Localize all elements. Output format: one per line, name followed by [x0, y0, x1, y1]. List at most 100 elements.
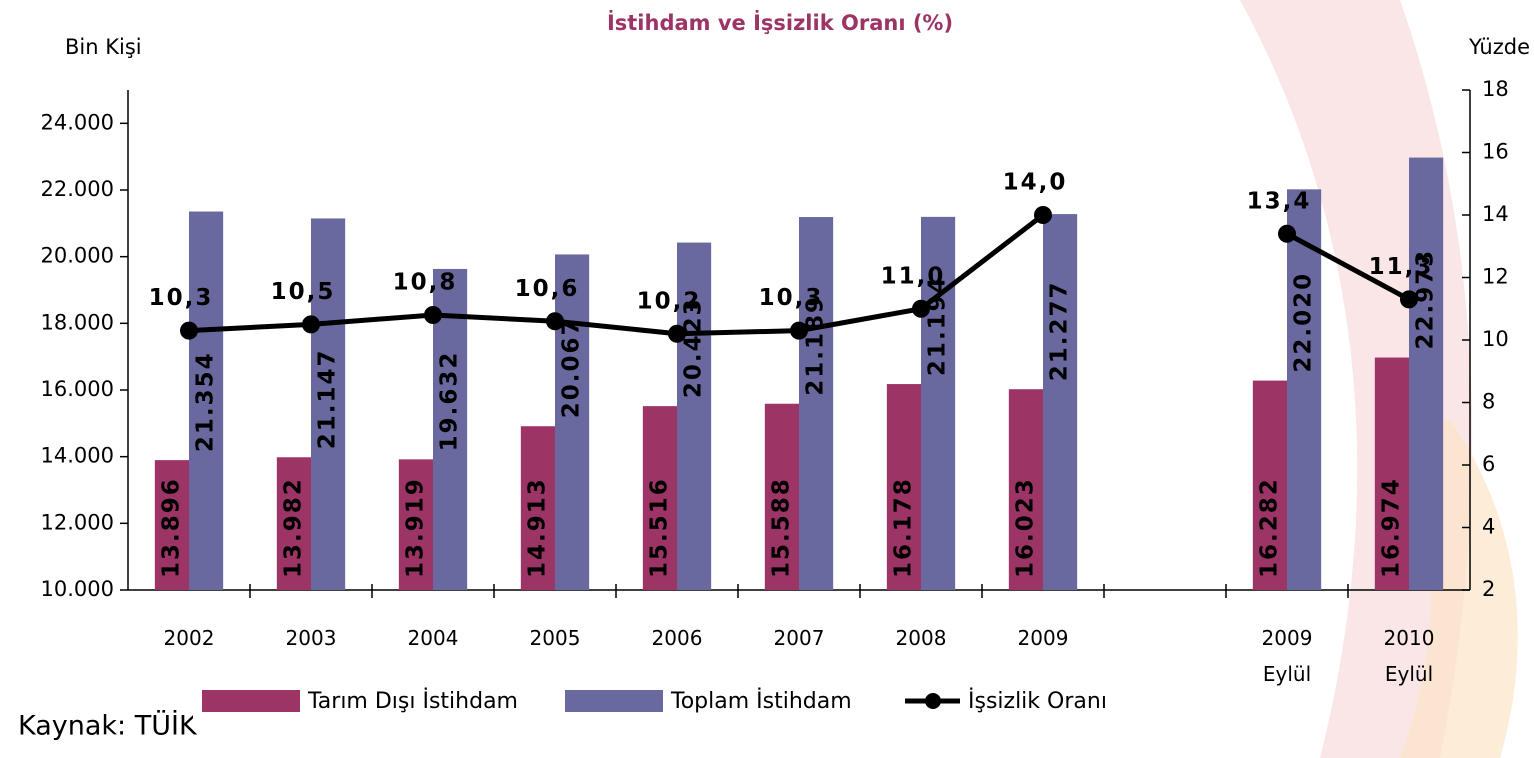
y2-tick-label: 4 [1482, 515, 1495, 539]
y2-tick-label: 10 [1482, 327, 1509, 351]
x-tick-label: 2010 Eylül [1383, 626, 1435, 686]
bar-value-label: 19.632 [437, 351, 463, 452]
bar [520, 426, 555, 590]
line-value-label: 10,3 [759, 285, 824, 311]
bar-value-label: 13.919 [402, 477, 428, 578]
line-point [424, 306, 442, 324]
y2-tick-label: 2 [1482, 577, 1495, 601]
bar-value-label: 16.023 [1012, 477, 1038, 578]
bar-value-label: 15.588 [768, 477, 794, 578]
line-value-label: 11,3 [1369, 254, 1434, 280]
bar [1043, 214, 1078, 590]
bar-value-label: 16.178 [890, 477, 916, 578]
bar [1287, 189, 1322, 591]
bar-value-label: 20.067 [559, 317, 585, 418]
bar-value-label: 13.982 [280, 477, 306, 578]
y2-tick-label: 8 [1482, 390, 1495, 414]
x-tick-label: 2004 [407, 626, 459, 650]
bar [311, 218, 346, 590]
line-value-label: 10,2 [637, 288, 702, 314]
y2-tick-label: 16 [1482, 140, 1509, 164]
x-tick-label: 2002 [163, 626, 215, 650]
y-tick-label: 10.000 [41, 577, 114, 601]
bar [642, 406, 677, 590]
chart-title: İstihdam ve İşsizlik Oranı (%) [607, 10, 953, 35]
bar [154, 460, 189, 590]
bar [276, 457, 311, 590]
y2-tick-label: 18 [1482, 77, 1509, 101]
bar-value-label: 22.020 [1291, 272, 1317, 373]
y-tick-label: 22.000 [41, 177, 114, 201]
bar [1252, 380, 1287, 590]
legend-swatch [202, 690, 300, 712]
line-point [1400, 290, 1418, 309]
line-value-label: 11,0 [881, 263, 946, 289]
bar-value-label: 21.277 [1047, 280, 1073, 381]
line [188, 213, 1411, 337]
x-tick-label: 2003 [285, 626, 337, 650]
bar [1409, 157, 1444, 591]
y-axis-title: Bin Kişi [65, 35, 142, 59]
bar [677, 242, 712, 591]
line-value-label: 10,5 [271, 279, 336, 305]
y-tick-label: 12.000 [41, 510, 114, 534]
x-tick-label: 2008 [895, 626, 947, 650]
x-tick-label: 2007 [773, 626, 825, 650]
bar-value-label: 14.913 [524, 477, 550, 578]
y2-tick-label: 12 [1482, 265, 1509, 289]
bar [921, 216, 956, 590]
bar-value-label: 20.423 [681, 297, 707, 398]
legend-marker [925, 693, 941, 709]
legend-label: Toplam İstihdam [670, 688, 852, 714]
bar [555, 254, 590, 590]
bar-value-label: 21.147 [315, 349, 341, 450]
bar-value-label: 16.974 [1378, 477, 1404, 578]
legend-swatch [565, 690, 663, 712]
y-tick-label: 14.000 [41, 444, 114, 468]
y-tick-label: 24.000 [41, 110, 114, 134]
line-point [1034, 206, 1052, 224]
line-point [790, 321, 808, 340]
legend-label: Tarım Dışı İstihdam [307, 688, 518, 714]
y2-tick-label: 6 [1482, 452, 1495, 476]
bar-value-label: 13.896 [158, 477, 184, 578]
bar [398, 459, 433, 590]
y-tick-label: 18.000 [41, 310, 114, 334]
y-tick-label: 20.000 [41, 244, 114, 268]
x-tick-label: 2009 Eylül [1261, 626, 1313, 686]
line-point [1278, 224, 1296, 243]
y2-tick-label: 14 [1482, 202, 1509, 226]
x-tick-label: 2005 [529, 626, 581, 650]
decoration [1380, 420, 1518, 758]
line-point [668, 324, 686, 343]
line-point [302, 315, 320, 334]
x-tick-label: 2009 [1017, 626, 1069, 650]
bar [433, 268, 468, 590]
bar [886, 384, 921, 590]
y-tick-label: 16.000 [41, 377, 114, 401]
bar [764, 403, 799, 590]
line-point [546, 312, 564, 331]
bar [1008, 389, 1043, 590]
line-value-label: 10,3 [149, 285, 214, 311]
line-value-label: 10,6 [515, 276, 580, 302]
bar-value-label: 16.282 [1256, 477, 1282, 578]
line-value-label: 13,4 [1247, 188, 1312, 214]
bar [189, 211, 224, 591]
bar [1374, 357, 1409, 590]
x-tick-label: 2006 [651, 626, 703, 650]
line-value-label: 14,0 [1003, 170, 1068, 196]
line-value-label: 10,8 [393, 270, 458, 296]
bar-value-label: 21.354 [193, 351, 219, 452]
bar [799, 217, 834, 591]
bar-value-label: 15.516 [646, 477, 672, 578]
line-point [180, 321, 198, 340]
y2-axis-title: Yüzde [1468, 35, 1530, 59]
source: Kaynak: TÜİK [18, 710, 198, 742]
legend-box [193, 676, 1160, 726]
bar-value-label: 21.189 [803, 295, 829, 396]
legend-label: İşsizlik Oranı [968, 688, 1107, 714]
line-point [912, 299, 930, 318]
